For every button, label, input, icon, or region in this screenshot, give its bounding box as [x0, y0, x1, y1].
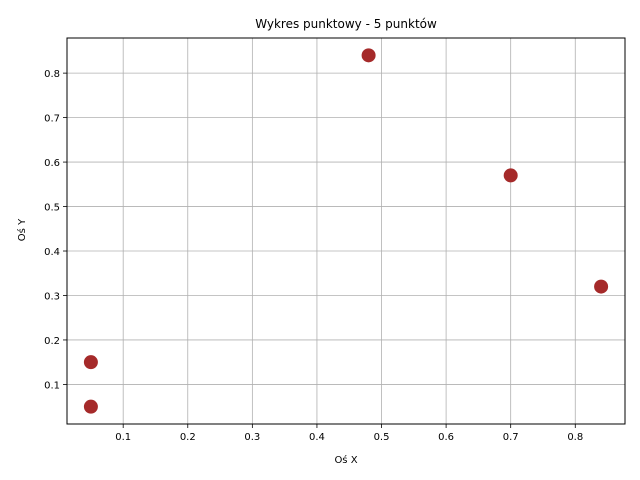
y-tick-label: 0.2: [44, 336, 60, 347]
y-tick-label: 0.5: [44, 203, 60, 214]
y-tick-label: 0.4: [44, 247, 60, 258]
chart-title: Wykres punktowy - 5 punktów: [255, 17, 437, 31]
plot-frame: [66, 37, 626, 425]
x-tick-label: 0.8: [567, 432, 583, 443]
x-tick-label: 0.7: [503, 432, 519, 443]
x-axis-label: Oś X: [334, 454, 357, 466]
data-points: [83, 48, 609, 414]
x-tick-label: 0.4: [309, 432, 325, 443]
y-tick-label: 0.7: [44, 114, 60, 125]
x-tick-label: 0.2: [180, 432, 196, 443]
y-tick-label: 0.6: [44, 158, 60, 169]
grid: [67, 38, 625, 424]
data-point: [594, 279, 609, 294]
y-tick-label: 0.3: [44, 291, 60, 302]
x-tick-label: 0.3: [244, 432, 260, 443]
data-point: [503, 168, 518, 183]
y-axis-ticks: 0.1 0.2 0.3 0.4 0.5 0.6 0.7 0.8: [44, 69, 67, 391]
data-point: [83, 355, 98, 370]
data-point: [83, 399, 98, 414]
data-point: [361, 48, 376, 63]
y-tick-label: 0.1: [44, 380, 60, 391]
y-tick-label: 0.8: [44, 69, 60, 80]
x-axis-ticks: 0.1 0.2 0.3 0.4 0.5 0.6 0.7 0.8: [115, 424, 583, 443]
x-tick-label: 0.5: [374, 432, 390, 443]
x-tick-label: 0.1: [115, 432, 131, 443]
y-axis-label: Oś Y: [16, 218, 28, 241]
x-tick-label: 0.6: [438, 432, 454, 443]
